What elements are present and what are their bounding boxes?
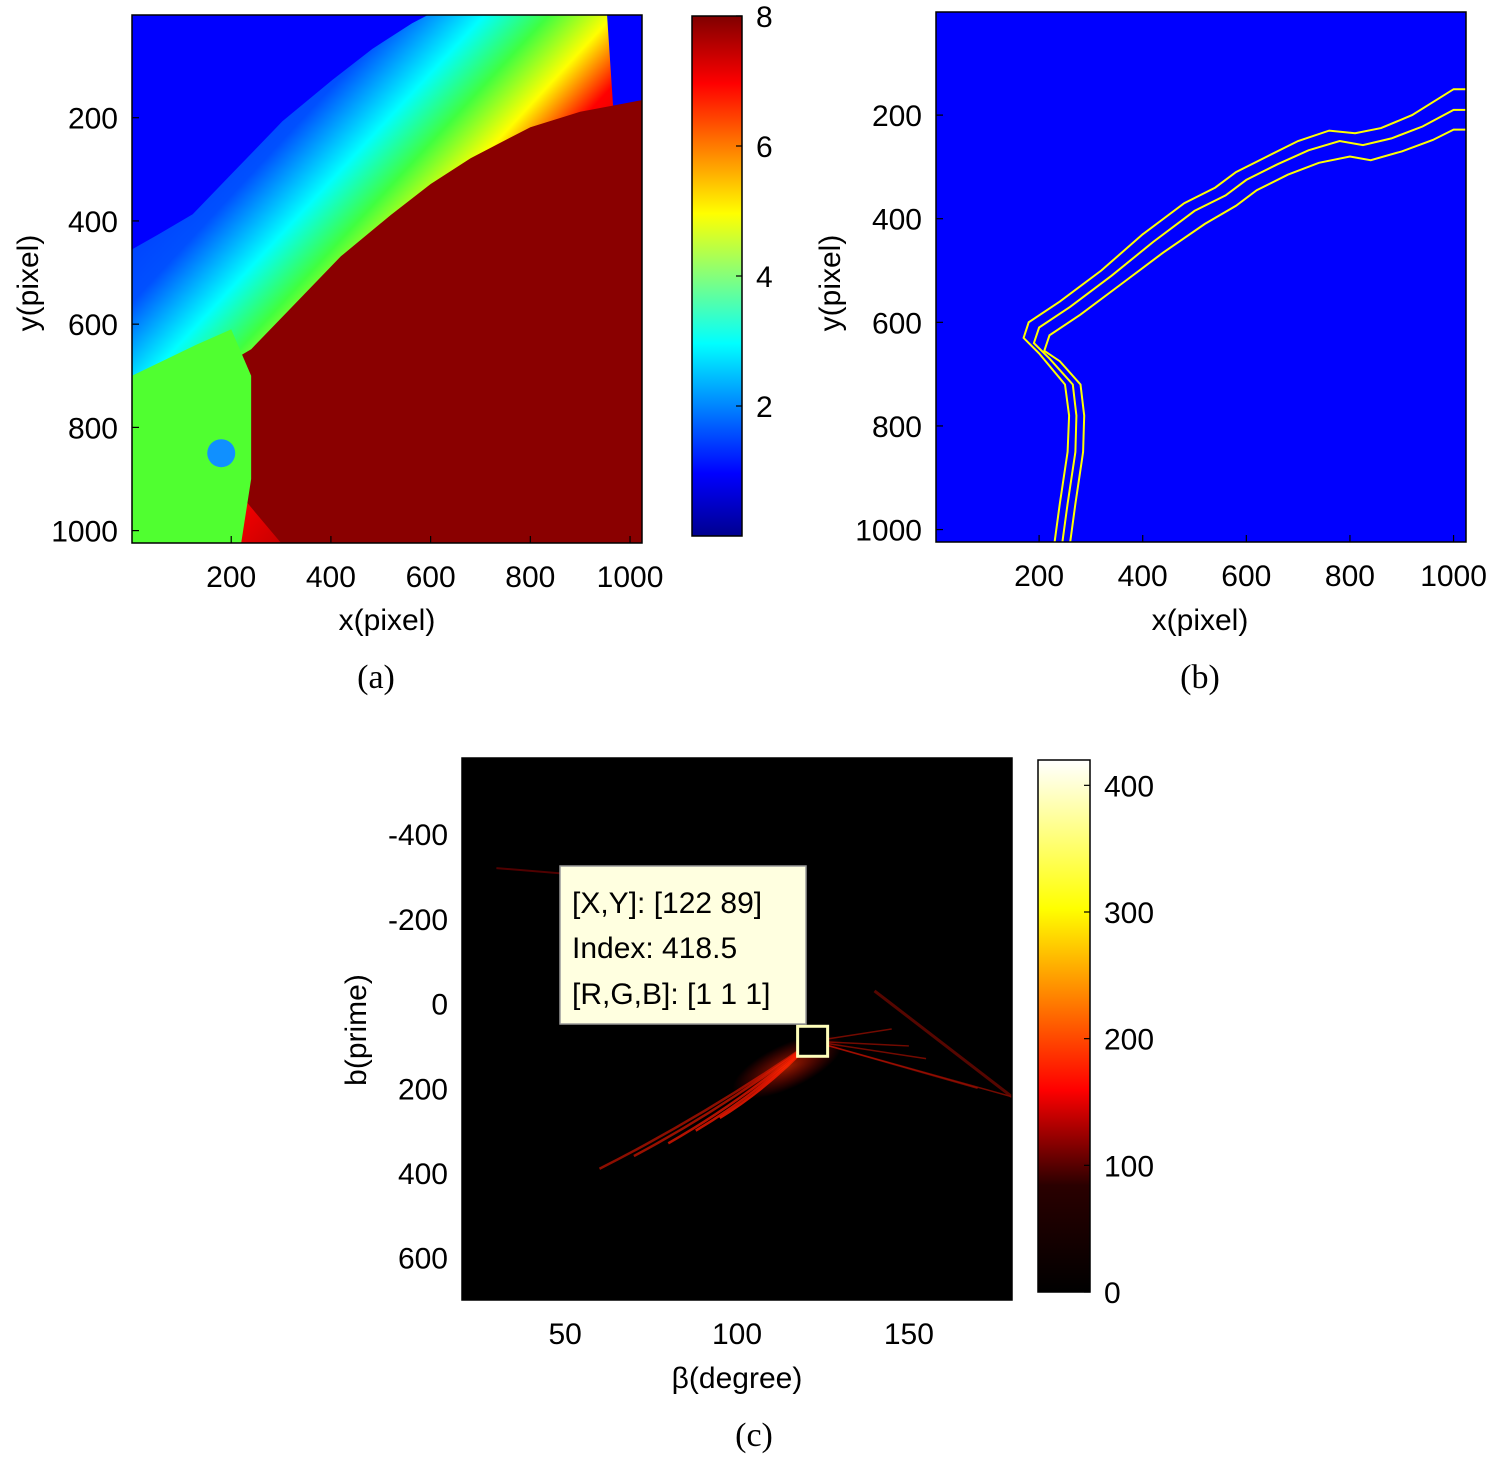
panel-b-lines bbox=[1022, 88, 1466, 542]
panel-c-peak-marker[interactable] bbox=[796, 1024, 830, 1058]
panel-c-colorbar-tick-label: 300 bbox=[1104, 897, 1154, 930]
panel-a-colorbar-tick-label: 8 bbox=[756, 1, 773, 34]
panel-b-frame bbox=[935, 11, 1467, 543]
panel-c-xlabel: β(degree) bbox=[672, 1362, 803, 1395]
panel-b-caption: (b) bbox=[1180, 659, 1220, 696]
panel-b-xtick-label: 600 bbox=[1221, 560, 1271, 593]
panel-c-background bbox=[462, 758, 1012, 1300]
panel-a-x-ticks: 200 400 600 800 1000 bbox=[206, 536, 663, 594]
panel-c-ytick-label: -200 bbox=[388, 904, 448, 937]
panel-a-green-region bbox=[132, 329, 252, 543]
panel-a-xlabel: x(pixel) bbox=[339, 604, 436, 637]
panel-c-colorbar-tick-label: 400 bbox=[1104, 770, 1154, 803]
panel-c-datatip-line-3: [R,G,B]: [1 1 1] bbox=[572, 978, 770, 1011]
panel-a-field bbox=[132, 15, 642, 543]
panel-c-datatip[interactable]: [X,Y]: [122 89] Index: 418.5 [R,G,B]: [1… bbox=[559, 865, 807, 1025]
panel-c-ytick-label: 400 bbox=[398, 1158, 448, 1191]
panel-c-xtick-label: 150 bbox=[884, 1318, 934, 1351]
panel-a-heatmap: 200 400 600 800 1000 200 400 600 800 1000 x(pixe… bbox=[12, 1, 773, 696]
panel-c-y-ticks: -400 -200 0 200 400 600 bbox=[388, 819, 469, 1276]
panel-c-datatip-line-1: [X,Y]: [122 89] bbox=[572, 887, 762, 920]
panel-a-xtick-label: 400 bbox=[306, 561, 356, 594]
panel-b-xlabel: x(pixel) bbox=[1152, 604, 1249, 637]
panel-a-xtick-label: 600 bbox=[406, 561, 456, 594]
panel-a-frame bbox=[131, 14, 643, 544]
panel-b-contour: 200 400 600 800 1000 200 400 600 800 1000 x(pixe… bbox=[814, 11, 1487, 696]
panel-a-ytick-label: 400 bbox=[68, 206, 118, 239]
panel-a-low-spot bbox=[207, 439, 236, 468]
panel-c-colorbar bbox=[1037, 759, 1091, 1293]
panel-b-xtick-label: 1000 bbox=[1420, 560, 1487, 593]
panel-b-ytick-label: 600 bbox=[872, 307, 922, 340]
panel-c-datatip-line-2: Index: 418.5 bbox=[572, 932, 737, 965]
panel-b-contour-line-3 bbox=[1043, 128, 1466, 542]
panel-c-colorbar-tick-label: 200 bbox=[1104, 1024, 1154, 1057]
panel-b-xtick-label: 200 bbox=[1014, 560, 1064, 593]
panel-c-streak bbox=[812, 1040, 1012, 1098]
panel-a-xtick-label: 800 bbox=[505, 561, 555, 594]
panel-a-ylabel: y(pixel) bbox=[12, 235, 45, 332]
panel-c-faint-tail bbox=[873, 989, 1012, 1098]
panel-a-colorbar-tick-label: 2 bbox=[756, 391, 773, 424]
panel-b-ytick-label: 200 bbox=[872, 100, 922, 133]
panel-a-colorbar-tick-label: 4 bbox=[756, 261, 773, 294]
panel-c-ytick-label: 0 bbox=[431, 989, 448, 1022]
panel-c-ytick-label: 200 bbox=[398, 1073, 448, 1106]
panel-c-caption: (c) bbox=[735, 1417, 773, 1454]
panel-a-colorbar-ticks: 2 4 6 8 bbox=[736, 1, 773, 424]
panel-a-colorbar-tick-label: 6 bbox=[756, 131, 773, 164]
panel-b-ylabel: y(pixel) bbox=[814, 235, 847, 332]
panel-b-background bbox=[936, 12, 1466, 542]
panel-b-contour-line-2 bbox=[1032, 108, 1466, 542]
panel-c-ytick-label: -400 bbox=[388, 819, 448, 852]
panel-c-xtick-label: 100 bbox=[712, 1318, 762, 1351]
panel-c-x-ticks: 50 100 150 bbox=[548, 1293, 934, 1351]
panel-a-xtick-label: 200 bbox=[206, 561, 256, 594]
panel-a-ytick-label: 200 bbox=[68, 103, 118, 136]
panel-a-ytick-label: 800 bbox=[68, 412, 118, 445]
panel-c-colorbar-tick-label: 100 bbox=[1104, 1150, 1154, 1183]
panel-c-heatmap: [X,Y]: [122 89] Index: 418.5 [R,G,B]: [1… bbox=[340, 757, 1154, 1454]
panel-a-caption: (a) bbox=[357, 659, 395, 696]
panel-a-colorbar bbox=[691, 15, 743, 537]
panel-c-datatip-box bbox=[559, 865, 807, 1025]
panel-b-ytick-label: 400 bbox=[872, 204, 922, 237]
panel-b-xtick-label: 400 bbox=[1118, 560, 1168, 593]
panel-b-ytick-label: 800 bbox=[872, 411, 922, 444]
panel-c-colorbar-tick-label: 0 bbox=[1104, 1277, 1121, 1310]
panel-c-xtick-label: 50 bbox=[548, 1318, 581, 1351]
panel-c-ylabel: b(prime) bbox=[340, 974, 373, 1086]
panel-a-ytick-label: 1000 bbox=[51, 516, 118, 549]
panel-c-colorbar-ticks: 0 100 200 300 400 bbox=[1084, 770, 1154, 1310]
panel-a-high-region bbox=[161, 100, 642, 543]
panel-b-x-ticks: 200 400 600 800 1000 bbox=[1014, 535, 1487, 593]
panel-a-ytick-label: 600 bbox=[68, 309, 118, 342]
panel-b-xtick-label: 800 bbox=[1325, 560, 1375, 593]
panel-a-y-ticks: 200 400 600 800 1000 bbox=[51, 103, 139, 549]
panel-a-xtick-label: 1000 bbox=[597, 561, 664, 594]
panel-b-ytick-label: 1000 bbox=[855, 515, 922, 548]
panel-b-contour-line-1 bbox=[1022, 88, 1466, 542]
panel-c-ytick-label: 600 bbox=[398, 1243, 448, 1276]
panel-b-y-ticks: 200 400 600 800 1000 bbox=[855, 100, 943, 548]
